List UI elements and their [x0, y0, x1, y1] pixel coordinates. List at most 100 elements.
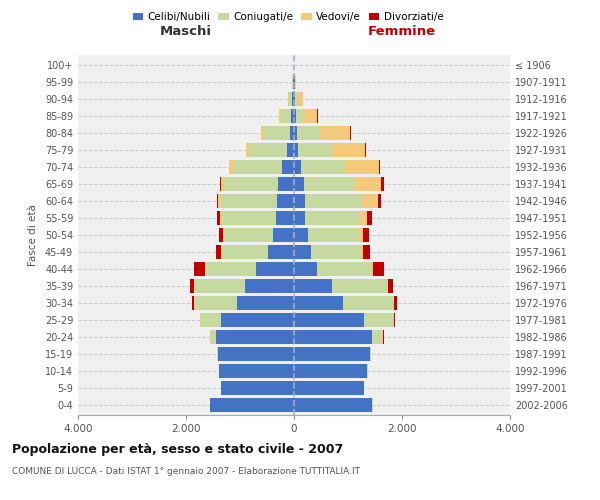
Bar — [294, 279, 332, 293]
Bar — [367, 364, 368, 378]
Text: COMUNE DI LUCCA - Dati ISTAT 1° gennaio 2007 - Elaborazione TUTTITALIA.IT: COMUNE DI LUCCA - Dati ISTAT 1° gennaio … — [12, 468, 360, 476]
Bar — [250, 143, 287, 157]
Bar — [294, 126, 296, 140]
Bar — [221, 245, 268, 259]
Legend: Celibi/Nubili, Coniugati/e, Vedovi/e, Divorziati/e: Celibi/Nubili, Coniugati/e, Vedovi/e, Di… — [128, 8, 448, 26]
Bar — [217, 347, 218, 361]
Bar — [290, 126, 294, 140]
Bar — [223, 228, 224, 242]
Bar — [294, 143, 298, 157]
Bar — [364, 313, 394, 327]
Bar — [289, 92, 292, 106]
Bar — [190, 279, 194, 293]
Bar — [294, 330, 372, 344]
Bar — [294, 109, 296, 123]
Bar — [308, 228, 359, 242]
Bar — [216, 330, 294, 344]
Bar — [229, 160, 233, 174]
Bar — [200, 313, 221, 327]
Bar — [381, 177, 383, 191]
Bar — [363, 245, 370, 259]
Bar — [370, 347, 371, 361]
Bar — [292, 109, 294, 123]
Bar — [294, 347, 370, 361]
Bar — [296, 126, 320, 140]
Bar — [216, 245, 221, 259]
Bar — [247, 143, 250, 157]
Bar — [277, 194, 294, 208]
Bar — [224, 177, 278, 191]
Bar — [264, 126, 290, 140]
Bar — [378, 194, 382, 208]
Bar — [268, 245, 294, 259]
Bar — [287, 143, 294, 157]
Bar — [332, 279, 387, 293]
Bar — [294, 211, 305, 225]
Bar — [298, 143, 332, 157]
Bar — [359, 228, 363, 242]
Bar — [355, 177, 381, 191]
Bar — [292, 92, 294, 106]
Bar — [294, 92, 295, 106]
Bar — [367, 211, 372, 225]
Bar — [361, 194, 378, 208]
Bar — [294, 194, 305, 208]
Bar — [274, 228, 294, 242]
Text: Popolazione per età, sesso e stato civile - 2007: Popolazione per età, sesso e stato civil… — [12, 442, 343, 456]
Bar — [294, 381, 364, 395]
Bar — [221, 211, 276, 225]
Bar — [311, 245, 360, 259]
Bar — [294, 228, 308, 242]
Bar — [365, 143, 367, 157]
Bar — [298, 92, 303, 106]
Bar — [301, 160, 346, 174]
Bar — [295, 92, 298, 106]
Bar — [233, 160, 282, 174]
Bar — [305, 211, 359, 225]
Bar — [294, 398, 372, 412]
Bar — [221, 313, 294, 327]
Bar — [218, 194, 220, 208]
Bar — [292, 75, 293, 89]
Bar — [238, 296, 294, 310]
Bar — [192, 296, 194, 310]
Bar — [304, 177, 355, 191]
Y-axis label: Fasce di età: Fasce di età — [28, 204, 38, 266]
Bar — [305, 194, 361, 208]
Bar — [294, 313, 364, 327]
Bar — [194, 279, 245, 293]
Bar — [220, 211, 221, 225]
Bar — [379, 160, 380, 174]
Bar — [220, 364, 294, 378]
Bar — [371, 262, 373, 276]
Bar — [332, 143, 365, 157]
Bar — [387, 279, 388, 293]
Bar — [294, 245, 311, 259]
Text: Maschi: Maschi — [160, 25, 212, 38]
Bar — [363, 228, 368, 242]
Bar — [304, 109, 317, 123]
Bar — [296, 109, 304, 123]
Bar — [218, 228, 223, 242]
Bar — [294, 296, 343, 310]
Bar — [359, 211, 367, 225]
Bar — [217, 194, 218, 208]
Bar — [394, 296, 397, 310]
Bar — [221, 177, 224, 191]
Bar — [360, 245, 363, 259]
Bar — [346, 160, 379, 174]
Bar — [276, 211, 294, 225]
Bar — [245, 279, 294, 293]
Bar — [278, 177, 294, 191]
Bar — [194, 262, 205, 276]
Bar — [388, 279, 393, 293]
Bar — [194, 296, 238, 310]
Bar — [320, 126, 350, 140]
Bar — [372, 330, 383, 344]
Bar — [282, 160, 294, 174]
Bar — [211, 398, 294, 412]
Bar — [317, 262, 371, 276]
Bar — [294, 364, 367, 378]
Bar — [205, 262, 256, 276]
Bar — [220, 177, 221, 191]
